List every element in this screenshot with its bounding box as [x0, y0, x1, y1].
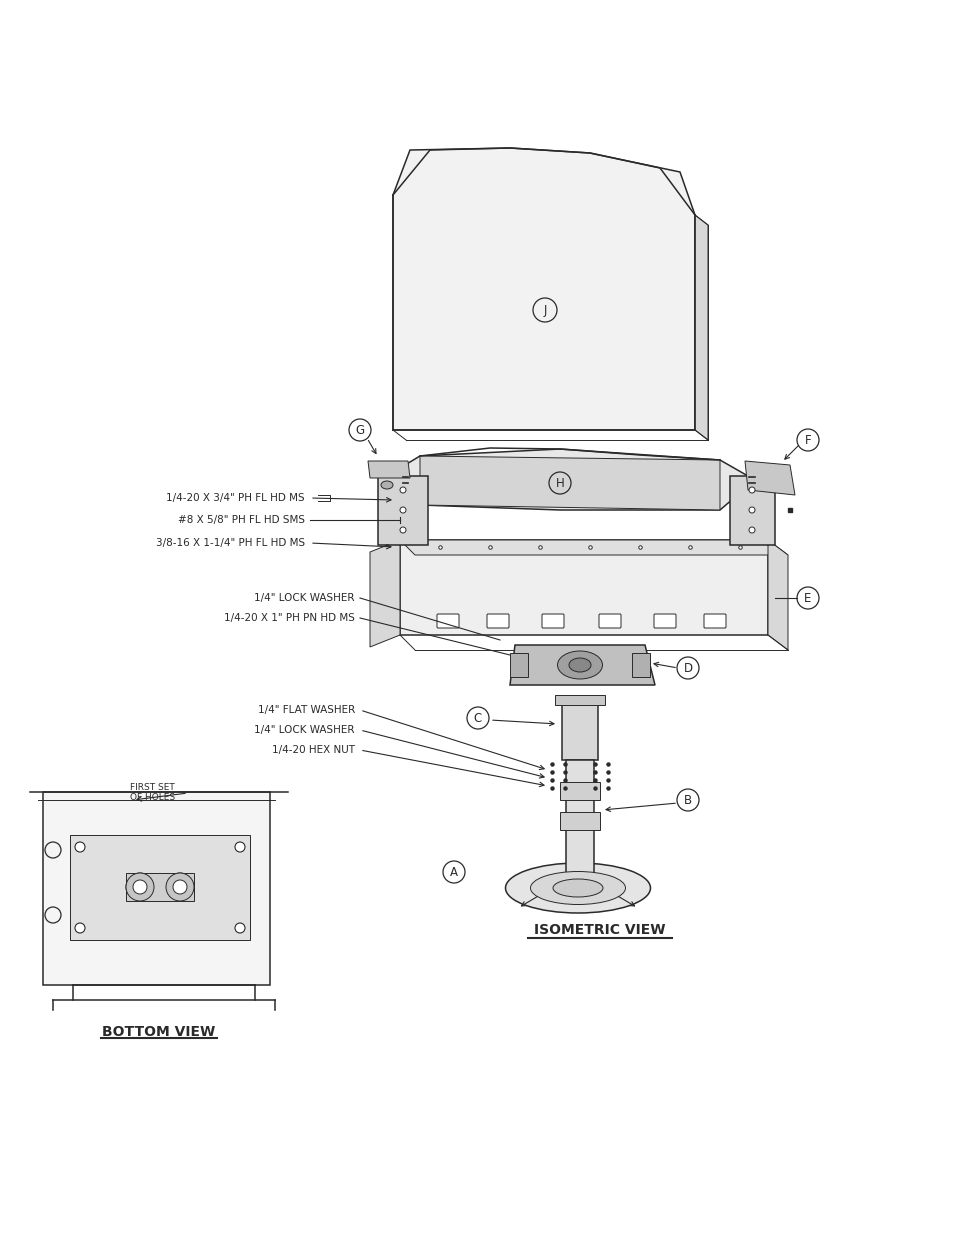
Circle shape: [234, 842, 245, 852]
Text: 1/4-20 X 1" PH PN HD MS: 1/4-20 X 1" PH PN HD MS: [224, 613, 355, 622]
FancyBboxPatch shape: [486, 614, 509, 629]
Polygon shape: [399, 540, 787, 555]
FancyBboxPatch shape: [598, 614, 620, 629]
Ellipse shape: [166, 873, 193, 902]
Circle shape: [748, 487, 754, 493]
FancyBboxPatch shape: [565, 760, 594, 876]
Ellipse shape: [132, 881, 147, 894]
Text: 1/4" LOCK WASHER: 1/4" LOCK WASHER: [254, 725, 355, 735]
Text: #8 X 5/8" PH FL HD SMS: #8 X 5/8" PH FL HD SMS: [178, 515, 305, 525]
Circle shape: [748, 527, 754, 534]
Ellipse shape: [505, 863, 650, 913]
Text: BOTTOM VIEW: BOTTOM VIEW: [102, 1025, 215, 1039]
Polygon shape: [70, 835, 250, 940]
Polygon shape: [368, 461, 410, 478]
Ellipse shape: [380, 480, 393, 489]
Text: 1/4" FLAT WASHER: 1/4" FLAT WASHER: [257, 705, 355, 715]
Ellipse shape: [126, 873, 153, 902]
Ellipse shape: [172, 881, 187, 894]
Polygon shape: [510, 653, 527, 677]
FancyBboxPatch shape: [559, 782, 599, 800]
Circle shape: [75, 842, 85, 852]
Polygon shape: [631, 653, 649, 677]
Ellipse shape: [530, 872, 625, 904]
Polygon shape: [767, 540, 787, 650]
Text: OF HOLES: OF HOLES: [130, 794, 175, 803]
Text: FIRST SET: FIRST SET: [130, 783, 174, 793]
Ellipse shape: [568, 658, 590, 672]
Text: ISOMETRIC VIEW: ISOMETRIC VIEW: [534, 923, 665, 937]
FancyBboxPatch shape: [555, 695, 604, 705]
FancyBboxPatch shape: [703, 614, 725, 629]
Circle shape: [748, 508, 754, 513]
Polygon shape: [43, 792, 270, 986]
Circle shape: [75, 923, 85, 932]
Ellipse shape: [172, 881, 187, 894]
Text: G: G: [355, 424, 364, 436]
Ellipse shape: [132, 881, 147, 894]
FancyBboxPatch shape: [559, 811, 599, 830]
Text: J: J: [543, 304, 546, 316]
Polygon shape: [393, 148, 695, 430]
Polygon shape: [379, 450, 754, 510]
Ellipse shape: [126, 873, 153, 902]
FancyBboxPatch shape: [561, 700, 598, 760]
FancyBboxPatch shape: [654, 614, 676, 629]
Polygon shape: [729, 475, 774, 545]
Text: D: D: [682, 662, 692, 674]
FancyBboxPatch shape: [126, 873, 193, 902]
Text: E: E: [803, 592, 811, 604]
Circle shape: [399, 508, 406, 513]
FancyBboxPatch shape: [436, 614, 458, 629]
Polygon shape: [370, 540, 399, 647]
Polygon shape: [695, 215, 707, 440]
Text: 1/4-20 X 3/4" PH FL HD MS: 1/4-20 X 3/4" PH FL HD MS: [166, 493, 305, 503]
Ellipse shape: [553, 879, 602, 897]
Polygon shape: [510, 645, 655, 685]
Text: 1/4" LOCK WASHER: 1/4" LOCK WASHER: [254, 593, 355, 603]
FancyBboxPatch shape: [541, 614, 563, 629]
Circle shape: [234, 923, 245, 932]
Ellipse shape: [166, 873, 193, 902]
Polygon shape: [399, 540, 767, 635]
Text: A: A: [450, 866, 457, 878]
Text: 3/8-16 X 1-1/4" PH FL HD MS: 3/8-16 X 1-1/4" PH FL HD MS: [155, 538, 305, 548]
Polygon shape: [419, 456, 720, 510]
Text: 1/4-20 HEX NUT: 1/4-20 HEX NUT: [272, 745, 355, 755]
Text: C: C: [474, 711, 481, 725]
Circle shape: [399, 487, 406, 493]
Ellipse shape: [557, 651, 602, 679]
Polygon shape: [744, 461, 794, 495]
Polygon shape: [377, 475, 428, 545]
Text: B: B: [683, 794, 691, 806]
Text: F: F: [803, 433, 810, 447]
Circle shape: [399, 527, 406, 534]
Text: H: H: [555, 477, 564, 489]
